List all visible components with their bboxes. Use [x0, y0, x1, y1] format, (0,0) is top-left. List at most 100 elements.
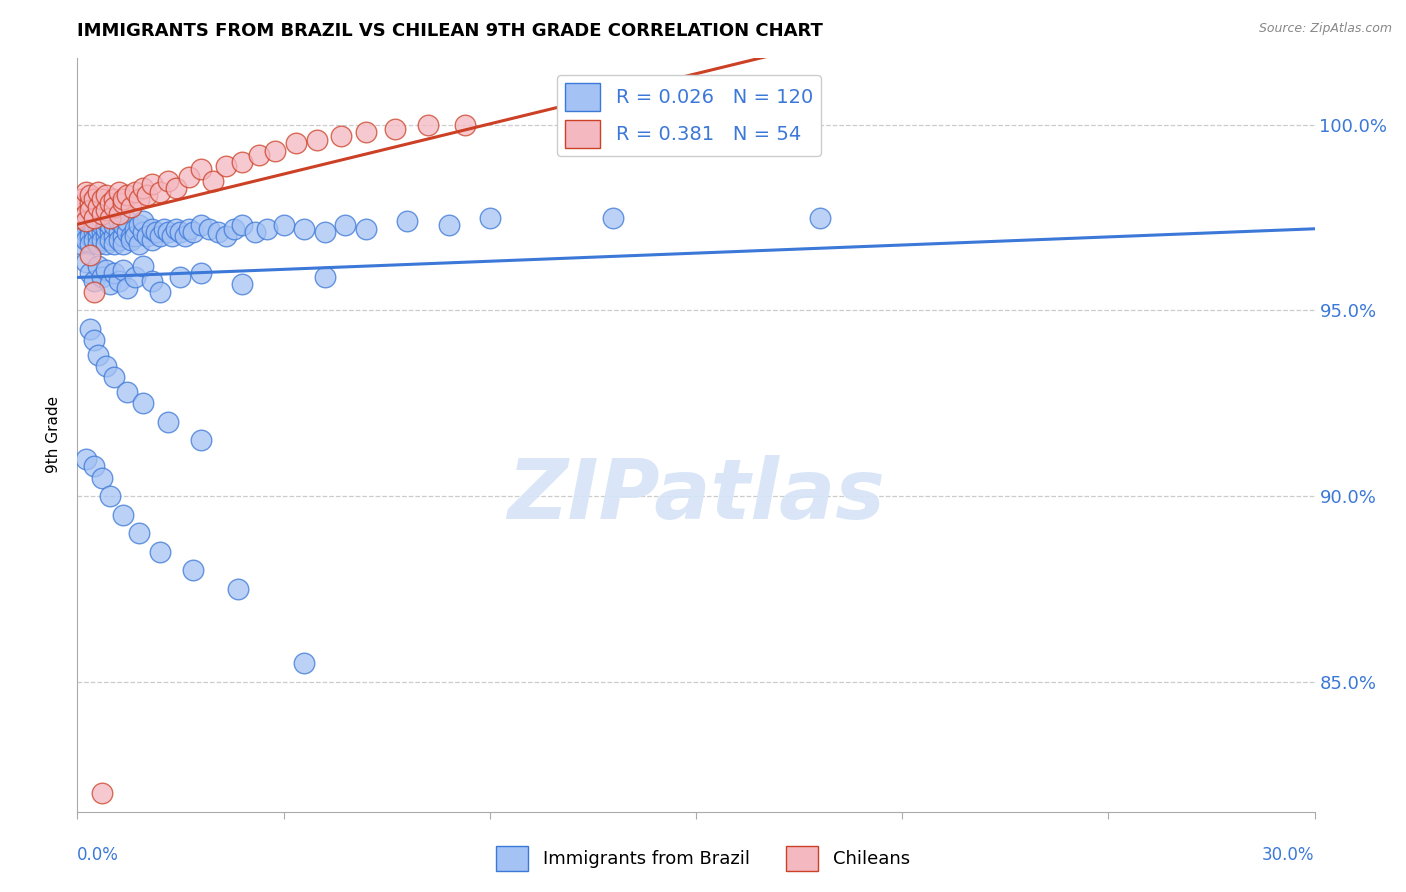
Point: [96, 203, 118, 218]
Point: [83, 233, 105, 247]
Point: [115, 281, 138, 295]
Point: [96, 359, 118, 373]
Point: [91, 192, 114, 206]
Point: [478, 211, 501, 225]
Point: [354, 125, 377, 139]
Point: [66, 211, 89, 225]
Point: [330, 128, 353, 143]
Point: [96, 221, 118, 235]
Point: [141, 221, 163, 235]
Point: [264, 144, 287, 158]
Point: [83, 333, 105, 347]
Point: [396, 214, 419, 228]
Point: [165, 221, 187, 235]
Point: [354, 221, 377, 235]
Point: [149, 545, 172, 559]
Point: [75, 452, 97, 467]
Legend: Immigrants from Brazil, Chileans: Immigrants from Brazil, Chileans: [489, 838, 917, 879]
Point: [96, 236, 118, 251]
Point: [149, 229, 172, 244]
Point: [96, 214, 118, 228]
Point: [215, 159, 238, 173]
Point: [111, 229, 134, 244]
Point: [177, 169, 200, 184]
Point: [335, 218, 357, 232]
Point: [91, 470, 114, 484]
Point: [124, 221, 146, 235]
Point: [79, 248, 101, 262]
Point: [314, 226, 336, 240]
Point: [128, 236, 150, 251]
Point: [91, 211, 114, 225]
Y-axis label: 9th Grade: 9th Grade: [46, 396, 62, 474]
Point: [132, 181, 155, 195]
Point: [107, 274, 129, 288]
Point: [87, 221, 110, 235]
Point: [79, 203, 101, 218]
Point: [416, 118, 439, 132]
Point: [120, 233, 142, 247]
Point: [124, 185, 146, 199]
Point: [75, 255, 97, 269]
Point: [120, 200, 142, 214]
Point: [83, 285, 105, 299]
Point: [98, 211, 121, 225]
Point: [136, 229, 159, 244]
Legend: R = 0.026   N = 120, R = 0.381   N = 54: R = 0.026 N = 120, R = 0.381 N = 54: [557, 75, 821, 155]
Point: [808, 211, 831, 225]
Point: [107, 207, 129, 221]
Point: [91, 786, 114, 800]
Point: [190, 434, 212, 448]
Point: [111, 192, 134, 206]
Point: [87, 214, 110, 228]
Point: [149, 285, 172, 299]
Point: [96, 262, 118, 277]
Text: 30.0%: 30.0%: [1263, 846, 1315, 863]
Point: [124, 270, 146, 285]
Point: [202, 173, 225, 187]
Point: [91, 233, 114, 247]
Point: [132, 259, 155, 273]
Point: [87, 259, 110, 273]
Point: [75, 185, 97, 199]
Point: [79, 188, 101, 202]
Point: [70, 236, 93, 251]
Point: [725, 121, 748, 136]
Point: [98, 195, 121, 210]
Point: [141, 274, 163, 288]
Point: [160, 229, 183, 244]
Point: [103, 229, 125, 244]
Point: [70, 192, 93, 206]
Point: [107, 226, 129, 240]
Point: [98, 226, 121, 240]
Point: [79, 236, 101, 251]
Point: [91, 218, 114, 232]
Point: [103, 236, 125, 251]
Point: [292, 221, 315, 235]
Point: [190, 266, 212, 280]
Point: [231, 218, 253, 232]
Point: [103, 192, 125, 206]
Point: [87, 348, 110, 362]
Point: [292, 656, 315, 670]
Point: [75, 233, 97, 247]
Point: [111, 508, 134, 522]
Point: [96, 229, 118, 244]
Point: [128, 218, 150, 232]
Point: [75, 207, 97, 221]
Point: [98, 489, 121, 503]
Point: [83, 218, 105, 232]
Point: [79, 266, 101, 280]
Point: [91, 226, 114, 240]
Text: IMMIGRANTS FROM BRAZIL VS CHILEAN 9TH GRADE CORRELATION CHART: IMMIGRANTS FROM BRAZIL VS CHILEAN 9TH GR…: [77, 22, 823, 40]
Point: [145, 226, 167, 240]
Point: [70, 200, 93, 214]
Point: [190, 218, 212, 232]
Point: [128, 526, 150, 541]
Point: [314, 270, 336, 285]
Point: [305, 133, 328, 147]
Point: [115, 226, 138, 240]
Point: [107, 214, 129, 228]
Point: [79, 214, 101, 228]
Point: [157, 226, 180, 240]
